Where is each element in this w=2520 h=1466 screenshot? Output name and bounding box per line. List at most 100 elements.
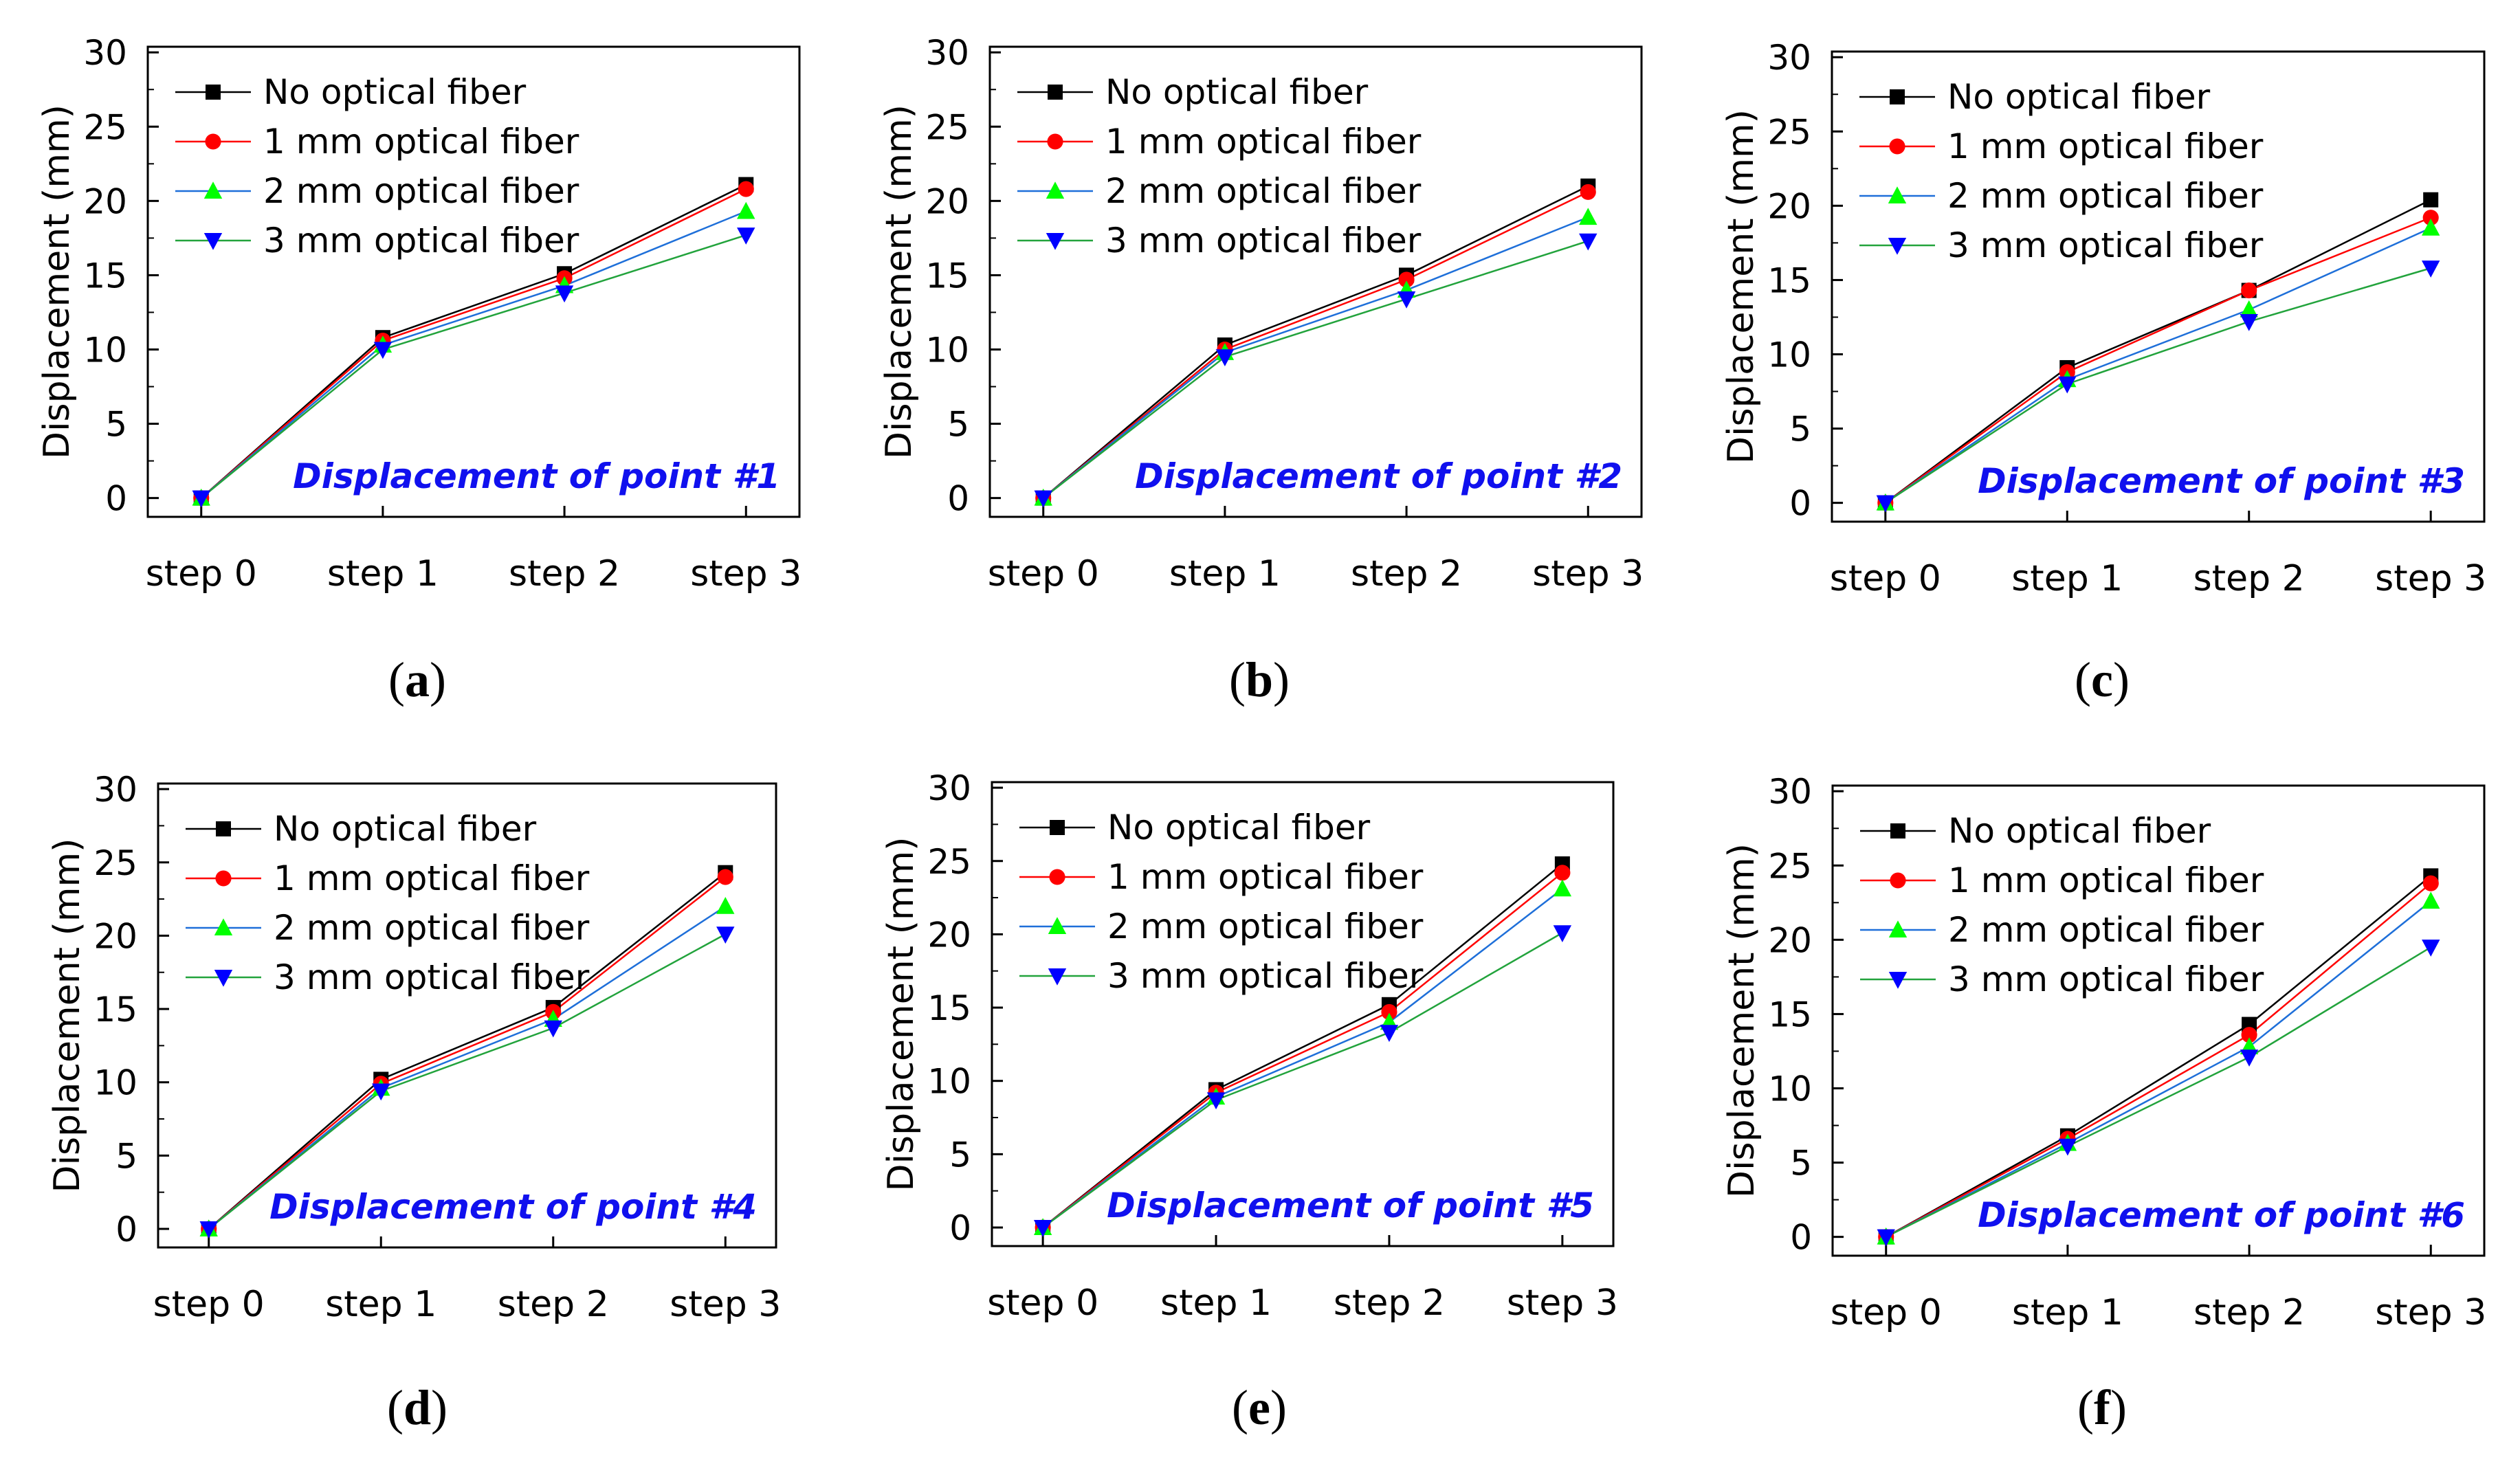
y-tick-label: 10 bbox=[1768, 1069, 1812, 1109]
y-tick-label: 10 bbox=[83, 330, 127, 370]
series-line bbox=[1886, 946, 2431, 1238]
series-line bbox=[1042, 216, 1589, 499]
y-tick-label: 0 bbox=[115, 1210, 137, 1250]
y-tick-label: 10 bbox=[927, 1062, 971, 1102]
legend-label: 1 mm optical fiber bbox=[1107, 857, 1424, 897]
legend-label: 1 mm optical fiber bbox=[1947, 126, 2264, 166]
y-tick-label: 25 bbox=[925, 107, 969, 147]
series-line bbox=[200, 188, 747, 499]
x-tick-label: step 1 bbox=[1169, 553, 1281, 595]
legend-marker bbox=[1047, 133, 1063, 150]
legend-label: 1 mm optical fiber bbox=[274, 858, 590, 898]
legend-label: 2 mm optical fiber bbox=[1948, 910, 2264, 950]
series-line bbox=[200, 210, 747, 499]
y-tick-label: 15 bbox=[83, 256, 127, 296]
legend-marker bbox=[1890, 823, 1905, 838]
data-point bbox=[1553, 925, 1572, 943]
data-point bbox=[2422, 875, 2439, 891]
x-tick-label: step 0 bbox=[987, 1282, 1098, 1324]
y-tick-label: 15 bbox=[925, 256, 969, 296]
y-tick-label: 20 bbox=[927, 915, 971, 955]
plot-frame bbox=[988, 45, 1643, 518]
x-tick-label: step 3 bbox=[1507, 1282, 1618, 1324]
y-tick-label: 20 bbox=[1768, 920, 1812, 960]
x-tick-label: step 3 bbox=[670, 1284, 781, 1325]
plot-frame bbox=[1831, 50, 2486, 523]
y-tick-label: 20 bbox=[1767, 186, 1811, 226]
legend-label: 2 mm optical fiber bbox=[1107, 907, 1424, 946]
y-axis-label: Displacement (mm) bbox=[878, 104, 920, 459]
legend-label: 3 mm optical fiber bbox=[1948, 959, 2264, 999]
legend-marker bbox=[1888, 972, 1908, 989]
legend-marker bbox=[1889, 138, 1905, 155]
panel-caption-e: (e) bbox=[1232, 1380, 1287, 1435]
legend-marker bbox=[1046, 233, 1065, 250]
data-point bbox=[1876, 495, 1895, 513]
y-tick-label: 15 bbox=[93, 990, 137, 1030]
x-tick-label: step 2 bbox=[1334, 1282, 1445, 1324]
x-tick-label: step 1 bbox=[325, 1284, 436, 1325]
y-tick-label: 15 bbox=[1768, 995, 1812, 1034]
data-point bbox=[1034, 490, 1052, 508]
data-point bbox=[2240, 1049, 2259, 1067]
panel-caption-f: (f) bbox=[2077, 1380, 2127, 1435]
legend-marker bbox=[215, 870, 232, 887]
y-tick-label: 0 bbox=[947, 479, 969, 519]
series-line bbox=[1042, 871, 1563, 1228]
legend-label: 1 mm optical fiber bbox=[1948, 860, 2264, 900]
legend-marker bbox=[1050, 820, 1065, 835]
data-point bbox=[737, 227, 755, 245]
y-axis-label: Displacement (mm) bbox=[1721, 843, 1762, 1198]
x-tick-label: step 1 bbox=[2011, 558, 2123, 599]
y-tick-label: 0 bbox=[1790, 1218, 1812, 1258]
legend-label: No optical fiber bbox=[1105, 72, 1369, 112]
legend-label: 3 mm optical fiber bbox=[1105, 221, 1422, 260]
y-tick-label: 10 bbox=[925, 330, 969, 370]
y-tick-label: 30 bbox=[1767, 38, 1811, 78]
y-tick-label: 15 bbox=[927, 988, 971, 1028]
legend-label: 1 mm optical fiber bbox=[263, 122, 579, 162]
legend-marker bbox=[1049, 869, 1065, 885]
data-point bbox=[199, 1221, 218, 1239]
legend-label: No optical fiber bbox=[1947, 77, 2211, 117]
data-point bbox=[738, 181, 754, 197]
chart-annotation: Displacement of point #3 bbox=[1978, 461, 2465, 501]
y-tick-label: 5 bbox=[115, 1136, 137, 1176]
chart-annotation: Displacement of point #4 bbox=[269, 1187, 757, 1227]
series-line bbox=[1042, 185, 1589, 499]
y-tick-label: 30 bbox=[927, 768, 971, 808]
y-tick-label: 10 bbox=[93, 1063, 137, 1103]
y-tick-label: 30 bbox=[1768, 772, 1812, 812]
y-axis-label: Displacement (mm) bbox=[36, 104, 78, 459]
series-line bbox=[1885, 227, 2431, 504]
x-tick-label: step 3 bbox=[690, 553, 802, 595]
series-line bbox=[1886, 875, 2432, 1238]
legend-label: 1 mm optical fiber bbox=[1105, 122, 1422, 162]
y-tick-label: 5 bbox=[1789, 410, 1811, 449]
x-tick-label: step 1 bbox=[1160, 1282, 1272, 1324]
legend-marker bbox=[1888, 238, 1907, 255]
panel-caption-c: (c) bbox=[2075, 652, 2130, 707]
data-point bbox=[192, 490, 210, 508]
legend-marker bbox=[1890, 89, 1905, 104]
data-point bbox=[2421, 260, 2440, 278]
x-tick-label: step 1 bbox=[2012, 1292, 2123, 1333]
x-tick-label: step 0 bbox=[1831, 1292, 1942, 1333]
panel-caption-d: (d) bbox=[386, 1380, 447, 1435]
legend-label: 2 mm optical fiber bbox=[263, 171, 579, 211]
y-tick-label: 10 bbox=[1767, 335, 1811, 375]
legend-marker bbox=[203, 233, 223, 250]
data-point bbox=[2422, 891, 2440, 909]
chart-annotation: Displacement of point #5 bbox=[1107, 1186, 1594, 1225]
x-tick-label: step 0 bbox=[988, 553, 1099, 595]
legend-label: 3 mm optical fiber bbox=[1947, 225, 2264, 265]
data-point bbox=[1877, 1229, 1895, 1247]
legend-label: No optical fiber bbox=[274, 809, 537, 849]
data-point bbox=[372, 1083, 390, 1101]
legend-label: 2 mm optical fiber bbox=[1105, 171, 1422, 211]
